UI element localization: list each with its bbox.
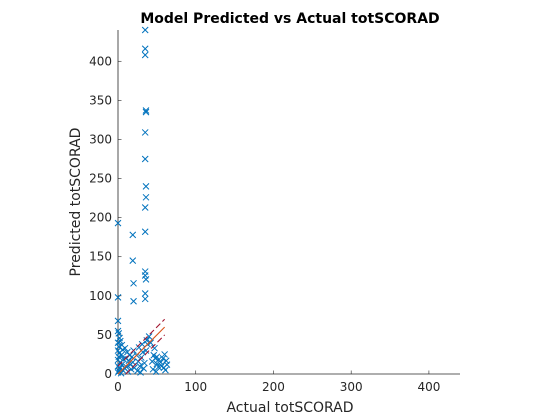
y-tick-label: 100 [89,289,112,303]
data-point [114,294,122,301]
data-point [159,355,167,362]
x-tick-label: 100 [184,380,207,394]
y-tick-label: 200 [89,211,112,225]
data-point [161,351,168,358]
data-point [142,276,150,283]
data-point [141,290,149,297]
data-point [114,317,122,325]
data-point [142,108,150,116]
plot-area: 0 100 200 300 400 0 50 100 150 200 250 300 350 400 [89,26,460,394]
data-point [114,327,122,335]
data-point [141,359,148,367]
data-point [149,365,157,373]
data-point [136,362,144,370]
data-point [145,333,153,340]
data-point [116,337,124,345]
data-point [141,26,149,34]
data-point [130,297,137,305]
data-point [129,231,137,239]
data-point [130,279,137,287]
x-tick-label: 300 [340,380,363,394]
chart-title: Model Predicted vs Actual totSCORAD [140,11,439,27]
data-point [141,295,149,303]
x-tick-label: 400 [417,380,440,394]
data-point [120,355,127,363]
y-tick-label: 400 [89,54,112,68]
data-point [141,129,149,136]
data-point [137,369,144,376]
data-point [117,351,125,359]
data-point [114,219,122,227]
data-point [147,339,154,347]
y-tick-label: 0 [104,367,112,381]
data-point [138,340,146,348]
data-point [123,363,130,371]
data-point [142,193,150,201]
data-point [128,353,136,361]
reference-line [117,318,166,367]
y-tick-label: 50 [97,328,112,342]
y-axis-label: Predicted totSCORAD [68,128,84,277]
data-point [162,366,169,374]
data-point [141,51,149,59]
data-point [137,354,145,361]
data-point [141,45,149,53]
data-point [118,361,126,368]
data-point [151,344,158,352]
data-point [152,368,160,376]
data-point [141,228,149,236]
reference-line [125,334,166,375]
data-point [141,155,149,163]
x-tick-label: 0 [114,380,122,394]
data-point [163,361,171,368]
x-axis-label: Actual totSCORAD [226,400,353,416]
y-tick-label: 350 [89,93,112,107]
data-point [140,365,148,372]
reference-line [117,326,166,375]
data-point [129,257,137,264]
y-tick-label: 250 [89,172,112,186]
y-tick-label: 300 [89,132,112,146]
data-point [142,107,150,114]
data-point [141,204,149,211]
data-point [125,357,133,365]
data-point [142,183,150,190]
y-tick-label: 150 [89,250,112,264]
x-tick-label: 200 [262,380,285,394]
data-point [121,344,129,352]
